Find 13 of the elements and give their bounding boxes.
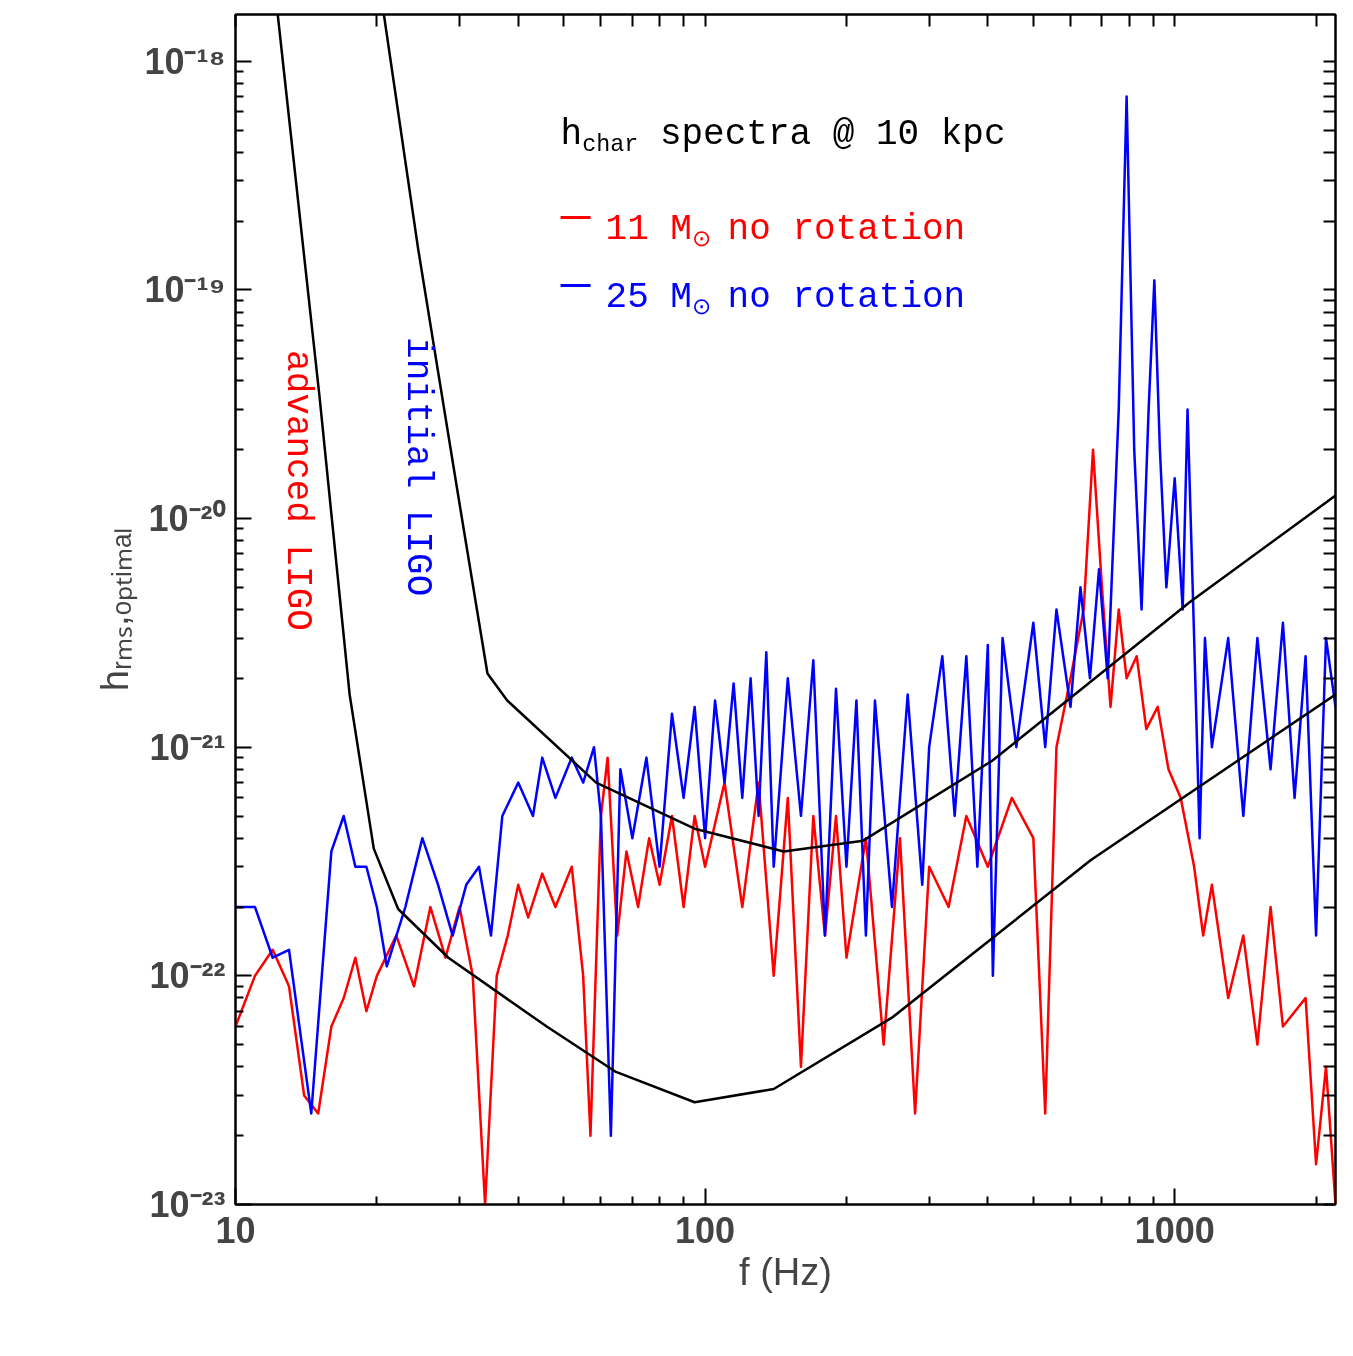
x-tick-label: 1000 <box>1134 1209 1215 1251</box>
legend-label: 11 M⊙ no rotation <box>605 209 966 254</box>
y-tick-label: 10⁻²⁰ <box>148 498 226 540</box>
y-tick-label: 10⁻¹⁹ <box>144 269 226 311</box>
y-axis-title: hᵣₘₛ,ₒₚₜᵢₘₐₗ <box>94 527 139 692</box>
annotation: initial LIGO <box>397 337 438 597</box>
legend-label: 25 M⊙ no rotation <box>605 277 966 322</box>
x-tick-label: 100 <box>675 1209 736 1251</box>
y-tick-label: 10⁻²² <box>149 955 226 997</box>
annotation: advanced LIGO <box>277 350 318 631</box>
y-tick-label: 10⁻²¹ <box>149 726 226 768</box>
y-tick-label: 10⁻¹⁸ <box>144 40 226 82</box>
x-axis-title: f (Hz) <box>739 1250 832 1293</box>
